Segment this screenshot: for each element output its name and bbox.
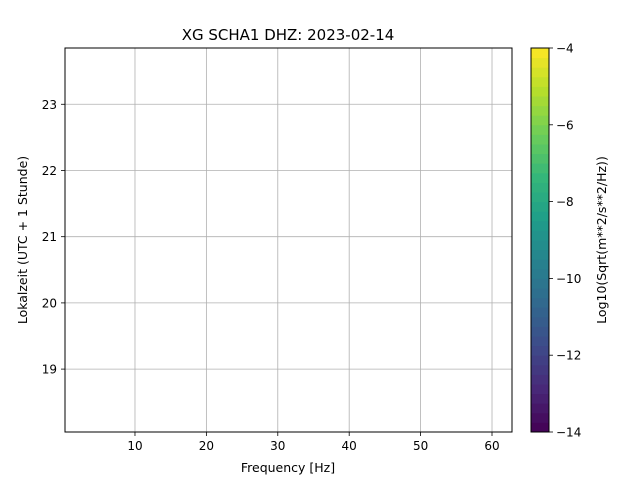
plot-area [64,47,513,433]
chart-title: XG SCHA1 DHZ: 2023-02-14 [182,26,395,44]
